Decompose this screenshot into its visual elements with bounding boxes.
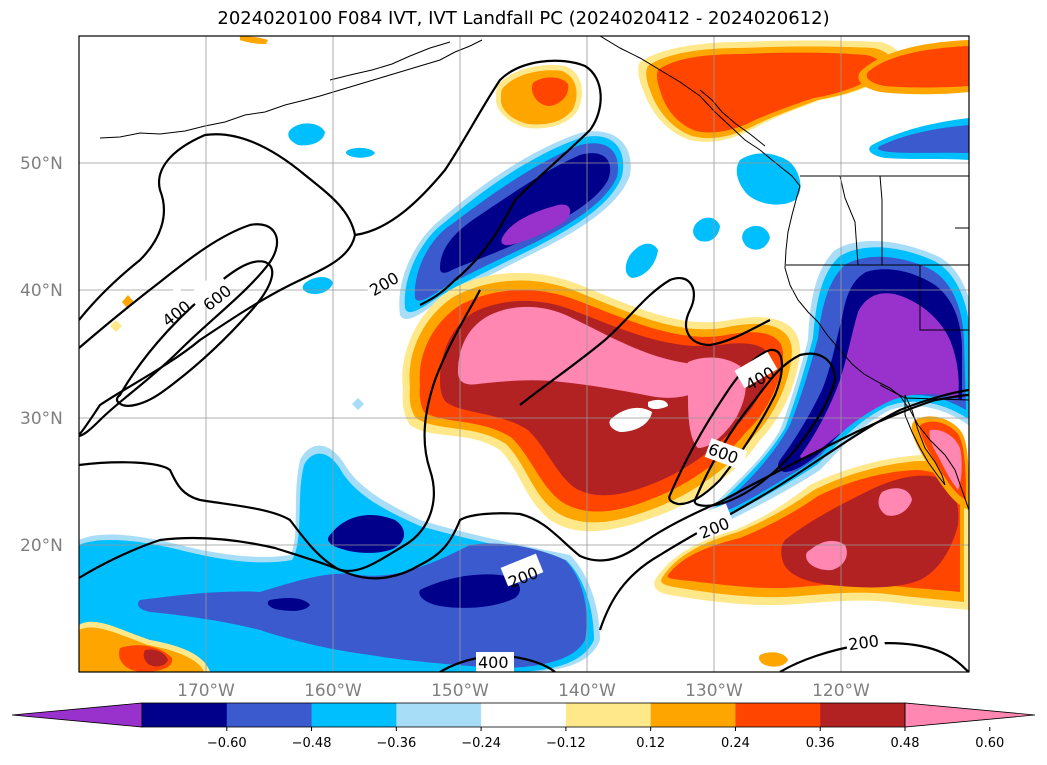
colorbar-tick-label: 0.24 (721, 736, 750, 751)
colorbar-tick-label: −0.24 (461, 736, 501, 751)
colorbar-cell (565, 703, 652, 727)
gridlines (79, 36, 969, 672)
lon-label-120w: 120°W (812, 681, 870, 701)
lon-label-160w: 160°W (304, 681, 362, 701)
colorbar-extend-max (904, 702, 1036, 728)
colorbar-tick-label: −0.48 (292, 736, 332, 751)
lat-label-20n: 20°N (20, 536, 63, 556)
lon-label-150w: 150°W (431, 681, 489, 701)
colorbar-cell (820, 703, 906, 727)
colorbar-cell (735, 703, 821, 727)
colorbar: −0.60 −0.48 −0.36 −0.24 −0.12 0.12 0.24 0.36 0.4… (11, 702, 1036, 751)
lon-label-130w: 130°W (685, 681, 743, 701)
colorbar-cell (311, 703, 397, 727)
colorbar-cell (481, 703, 567, 727)
contour-label: 400 (478, 653, 509, 672)
colorbar-cell (142, 703, 228, 727)
colorbar-tick-label: −0.12 (546, 736, 586, 751)
colorbar-cell (650, 703, 736, 727)
contour-label: 200 (847, 631, 880, 654)
colorbar-tick-label: 0.36 (806, 736, 835, 751)
latitude-labels: 50°N 40°N 30°N 20°N (20, 154, 63, 556)
lat-label-30n: 30°N (20, 409, 63, 429)
colorbar-tick-label: −0.36 (376, 736, 416, 751)
map-plot-area: 400 600 200 400 600 200 200 400 200 (79, 36, 969, 672)
colorbar-tick-label: 0.60 (975, 736, 1004, 751)
colorbar-cell (396, 703, 482, 727)
coastlines (99, 36, 969, 511)
colorbar-tick-label: 0.48 (891, 736, 920, 751)
lat-label-40n: 40°N (20, 281, 63, 301)
lon-label-170w: 170°W (177, 681, 235, 701)
lon-label-140w: 140°W (558, 681, 616, 701)
ivt-contours (79, 59, 969, 672)
map-title: 2024020100 F084 IVT, IVT Landfall PC (20… (217, 8, 830, 29)
lat-label-50n: 50°N (20, 154, 63, 174)
colorbar-extend-min (11, 702, 143, 728)
colorbar-tick-label: 0.12 (636, 736, 665, 751)
colorbar-cell (226, 703, 313, 727)
positive-pc-shading (79, 36, 969, 672)
negative-pc-shading (79, 118, 969, 672)
colorbar-outline (141, 702, 906, 728)
map-frame (78, 35, 970, 673)
longitude-labels: 170°W 160°W 150°W 140°W 130°W 120°W (177, 681, 870, 701)
colorbar-tick-label: −0.60 (207, 736, 247, 751)
